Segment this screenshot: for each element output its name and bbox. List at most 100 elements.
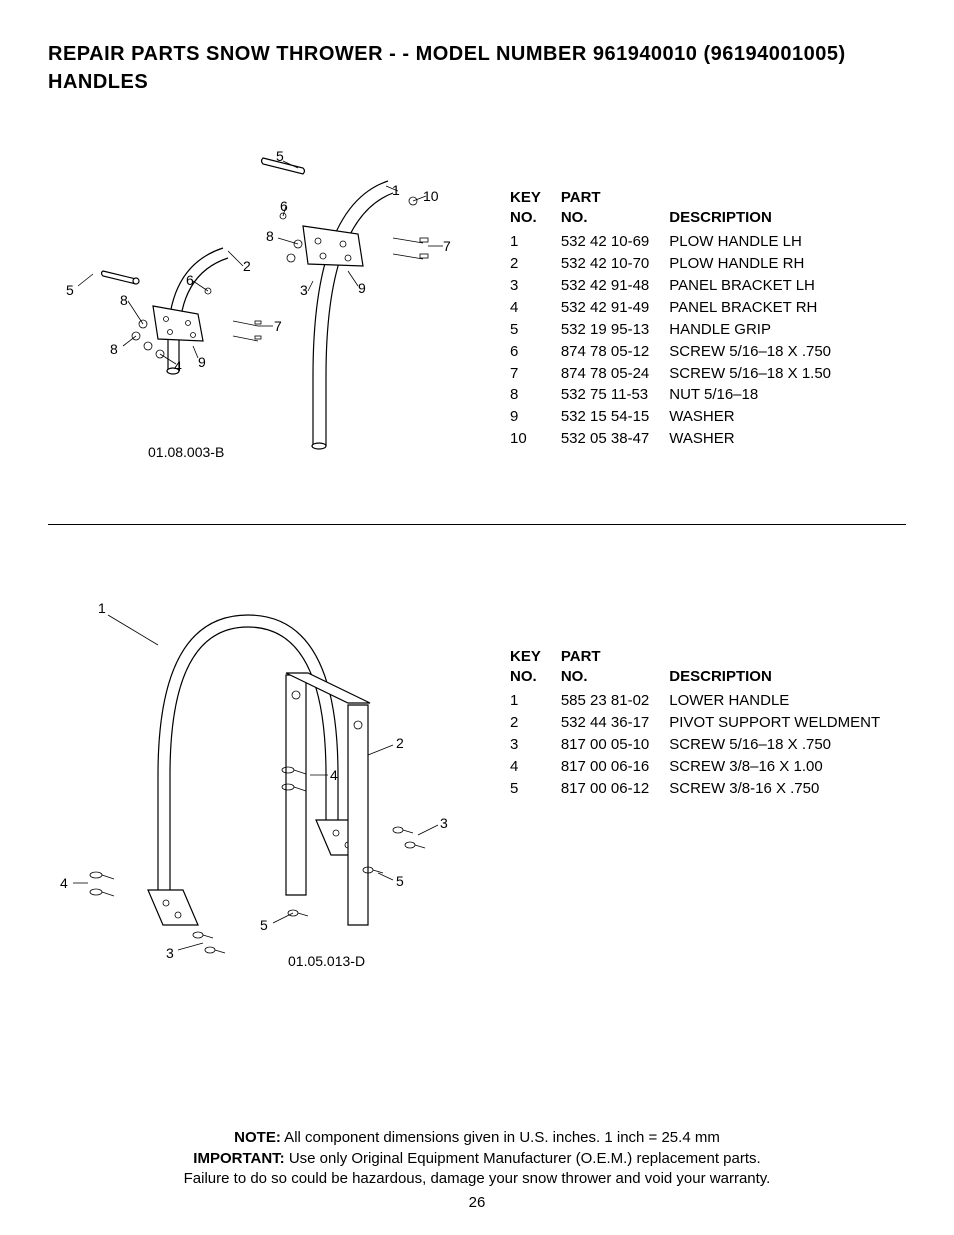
cell-part: 532 05 38-47 <box>561 429 667 449</box>
cell-key: 6 <box>510 342 559 362</box>
cell-desc: NUT 5/16–18 <box>669 385 849 405</box>
cell-part: 874 78 05-24 <box>561 364 667 384</box>
cell-part: 532 75 11-53 <box>561 385 667 405</box>
cell-desc: SCREW 3/8-16 X .750 <box>669 779 898 799</box>
drawing-number: 01.08.003-B <box>148 444 224 460</box>
important-label: IMPORTANT: <box>193 1150 284 1167</box>
cell-key: 1 <box>510 232 559 252</box>
cell-part: 532 42 91-49 <box>561 298 667 318</box>
cell-key: 2 <box>510 254 559 274</box>
cell-desc: SCREW 5/16–18 X 1.50 <box>669 364 849 384</box>
cell-desc: WASHER <box>669 429 849 449</box>
callout: 5 <box>66 282 74 298</box>
note-label: NOTE: <box>234 1129 281 1146</box>
cell-key: 3 <box>510 276 559 296</box>
parts-table-upper: KEYNO. PARTNO. DESCRIPTION 1532 42 10-69… <box>508 186 851 451</box>
callout: 3 <box>166 945 174 961</box>
col-part: PARTNO. <box>561 188 667 230</box>
note-text: All component dimensions given in U.S. i… <box>281 1129 720 1146</box>
important-text: Use only Original Equipment Manufacturer… <box>285 1150 761 1167</box>
table-row: 7874 78 05-24SCREW 5/16–18 X 1.50 <box>510 364 849 384</box>
col-part: PARTNO. <box>561 647 667 689</box>
cell-part: 532 42 91-48 <box>561 276 667 296</box>
callout: 5 <box>276 148 284 164</box>
callout: 9 <box>198 354 206 370</box>
cell-desc: PLOW HANDLE RH <box>669 254 849 274</box>
title-line2: HANDLES <box>48 71 148 93</box>
cell-desc: SCREW 3/8–16 X 1.00 <box>669 757 898 777</box>
col-desc: DESCRIPTION <box>669 188 849 230</box>
footer-line3: Failure to do so could be hazardous, dam… <box>0 1169 954 1189</box>
cell-key: 1 <box>510 691 559 711</box>
callout: 5 <box>260 917 268 933</box>
col-key: KEYNO. <box>510 647 559 689</box>
cell-key: 3 <box>510 735 559 755</box>
callout: 6 <box>186 272 194 288</box>
page-title: REPAIR PARTS SNOW THROWER - - MODEL NUMB… <box>48 40 906 96</box>
cell-desc: PIVOT SUPPORT WELDMENT <box>669 713 898 733</box>
cell-part: 585 23 81-02 <box>561 691 667 711</box>
cell-part: 532 19 95-13 <box>561 320 667 340</box>
table-row: 8532 75 11-53NUT 5/16–18 <box>510 385 849 405</box>
diagram-upper: 5 1 10 6 8 7 2 3 9 5 8 6 7 8 4 9 01.08.0… <box>48 146 468 476</box>
table-row: 9532 15 54-15WASHER <box>510 407 849 427</box>
col-key: KEYNO. <box>510 188 559 230</box>
cell-key: 4 <box>510 298 559 318</box>
title-line1: REPAIR PARTS SNOW THROWER - - MODEL NUMB… <box>48 43 846 65</box>
callout: 4 <box>174 358 182 374</box>
table-row: 10532 05 38-47WASHER <box>510 429 849 449</box>
callout: 8 <box>266 228 274 244</box>
callout: 1 <box>392 182 400 198</box>
table-row: 5817 00 06-12SCREW 3/8-16 X .750 <box>510 779 898 799</box>
cell-part: 532 42 10-70 <box>561 254 667 274</box>
callout: 3 <box>440 815 448 831</box>
cell-part: 532 44 36-17 <box>561 713 667 733</box>
cell-desc: PANEL BRACKET RH <box>669 298 849 318</box>
cell-desc: SCREW 5/16–18 X .750 <box>669 735 898 755</box>
cell-key: 10 <box>510 429 559 449</box>
cell-desc: HANDLE GRIP <box>669 320 849 340</box>
cell-key: 5 <box>510 779 559 799</box>
table-row: 1585 23 81-02LOWER HANDLE <box>510 691 898 711</box>
cell-key: 4 <box>510 757 559 777</box>
callout: 8 <box>110 341 118 357</box>
cell-key: 8 <box>510 385 559 405</box>
cell-part: 817 00 06-12 <box>561 779 667 799</box>
cell-desc: PLOW HANDLE LH <box>669 232 849 252</box>
table-row: 6874 78 05-12SCREW 5/16–18 X .750 <box>510 342 849 362</box>
callout: 1 <box>98 600 106 616</box>
footer-notes: NOTE: All component dimensions given in … <box>0 1128 954 1189</box>
parts-table-lower: KEYNO. PARTNO. DESCRIPTION 1585 23 81-02… <box>508 645 900 801</box>
callout: 10 <box>423 188 439 204</box>
callout: 3 <box>300 282 308 298</box>
cell-desc: PANEL BRACKET LH <box>669 276 849 296</box>
callout: 2 <box>243 258 251 274</box>
page-number: 26 <box>0 1194 954 1211</box>
cell-key: 2 <box>510 713 559 733</box>
callout: 6 <box>280 198 288 214</box>
cell-part: 532 15 54-15 <box>561 407 667 427</box>
cell-key: 5 <box>510 320 559 340</box>
cell-desc: SCREW 5/16–18 X .750 <box>669 342 849 362</box>
cell-part: 817 00 05-10 <box>561 735 667 755</box>
table-row: 2532 42 10-70PLOW HANDLE RH <box>510 254 849 274</box>
col-desc: DESCRIPTION <box>669 647 898 689</box>
table-row: 2532 44 36-17PIVOT SUPPORT WELDMENT <box>510 713 898 733</box>
table-row: 1532 42 10-69PLOW HANDLE LH <box>510 232 849 252</box>
callout: 2 <box>396 735 404 751</box>
callout: 8 <box>120 292 128 308</box>
cell-part: 532 42 10-69 <box>561 232 667 252</box>
table-row: 5532 19 95-13HANDLE GRIP <box>510 320 849 340</box>
diagram-lower: 1 2 4 3 5 4 5 3 01.05.013-D <box>48 565 468 985</box>
cell-desc: LOWER HANDLE <box>669 691 898 711</box>
diagram-lower-svg <box>48 565 468 965</box>
section-handles-lower: 1 2 4 3 5 4 5 3 01.05.013-D KEYNO. PARTN… <box>48 565 906 985</box>
callout: 9 <box>358 280 366 296</box>
callout: 4 <box>60 875 68 891</box>
divider <box>48 524 906 525</box>
callout: 7 <box>443 238 451 254</box>
cell-part: 817 00 06-16 <box>561 757 667 777</box>
callout: 7 <box>274 318 282 334</box>
cell-key: 9 <box>510 407 559 427</box>
table-row: 3532 42 91-48PANEL BRACKET LH <box>510 276 849 296</box>
